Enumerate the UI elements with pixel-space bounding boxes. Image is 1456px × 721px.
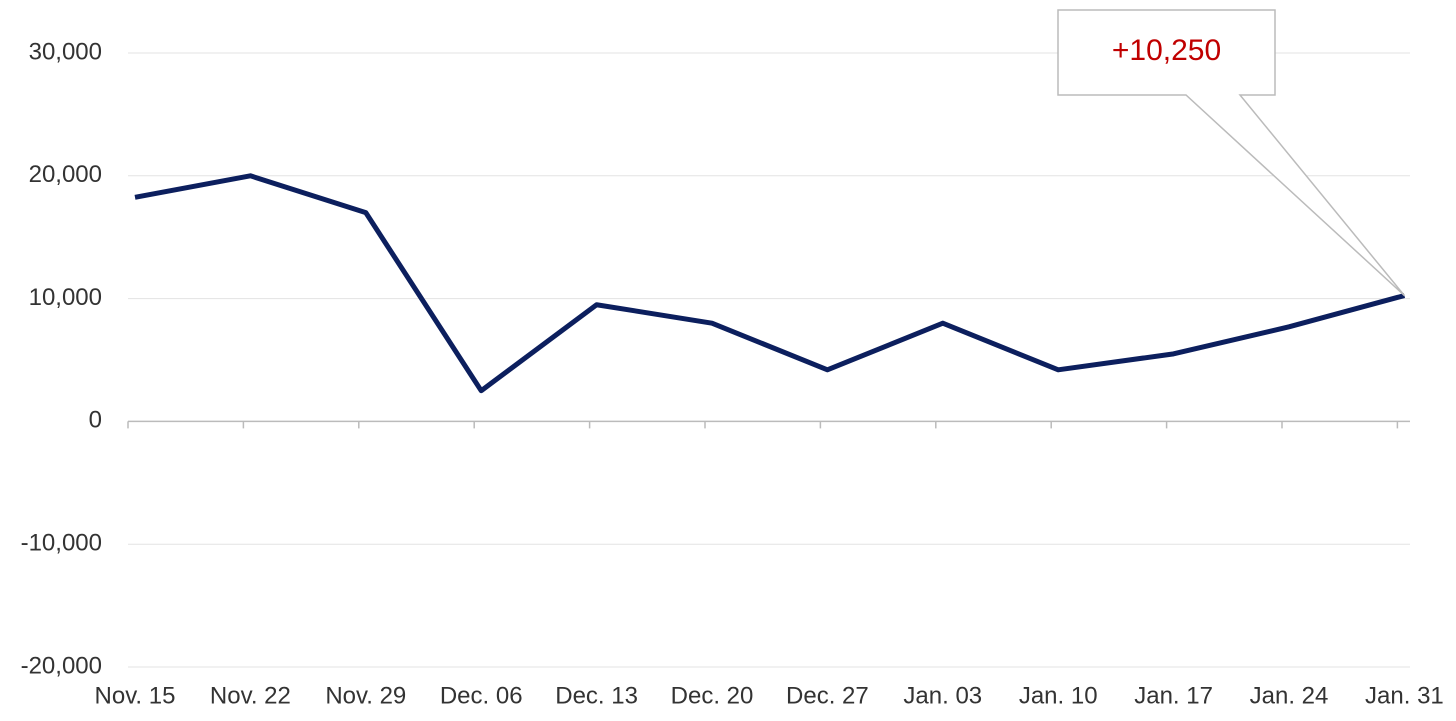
y-tick-label: 10,000 xyxy=(29,284,102,311)
x-tick-label: Dec. 06 xyxy=(440,682,523,709)
x-tick-label: Dec. 27 xyxy=(786,682,869,709)
x-tick-label: Jan. 03 xyxy=(903,682,982,709)
x-tick-label: Jan. 24 xyxy=(1250,682,1329,709)
y-tick-label: 0 xyxy=(89,407,102,434)
x-tick-label: Jan. 17 xyxy=(1134,682,1213,709)
line xyxy=(134,173,1406,394)
x-tick-label: Dec. 13 xyxy=(555,682,638,709)
x-tick-label: Nov. 15 xyxy=(95,682,176,709)
y-tick-label: -20,000 xyxy=(21,652,102,679)
x-tick-label: Dec. 20 xyxy=(671,682,754,709)
callout xyxy=(1057,9,1405,297)
x-tick-label: Jan. 10 xyxy=(1019,682,1098,709)
x-tick-label: Nov. 29 xyxy=(325,682,406,709)
x-tick-label: Jan. 31 xyxy=(1365,682,1444,709)
y-tick-label: 20,000 xyxy=(29,161,102,188)
y-tick-label: -10,000 xyxy=(21,530,102,557)
value-label: +10,250 xyxy=(1112,34,1221,67)
y-tick-label: 30,000 xyxy=(29,38,102,65)
x-tick-label: Nov. 22 xyxy=(210,682,291,709)
